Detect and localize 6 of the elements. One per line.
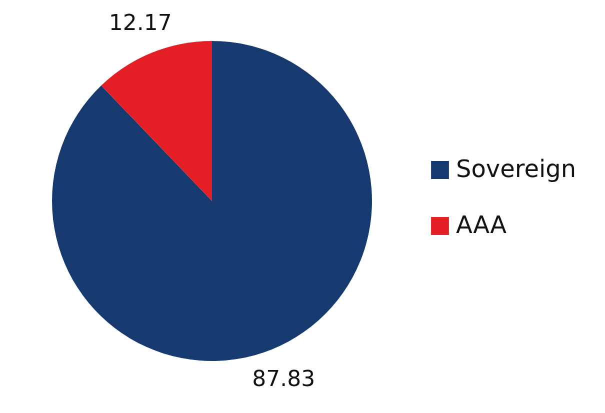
pie-slice [101, 41, 212, 201]
legend-label: Sovereign [456, 155, 576, 183]
pie-slice [52, 41, 372, 361]
legend-label: AAA [456, 211, 508, 239]
data-label: 87.83 [252, 367, 316, 392]
data-label: 12.17 [108, 10, 172, 36]
